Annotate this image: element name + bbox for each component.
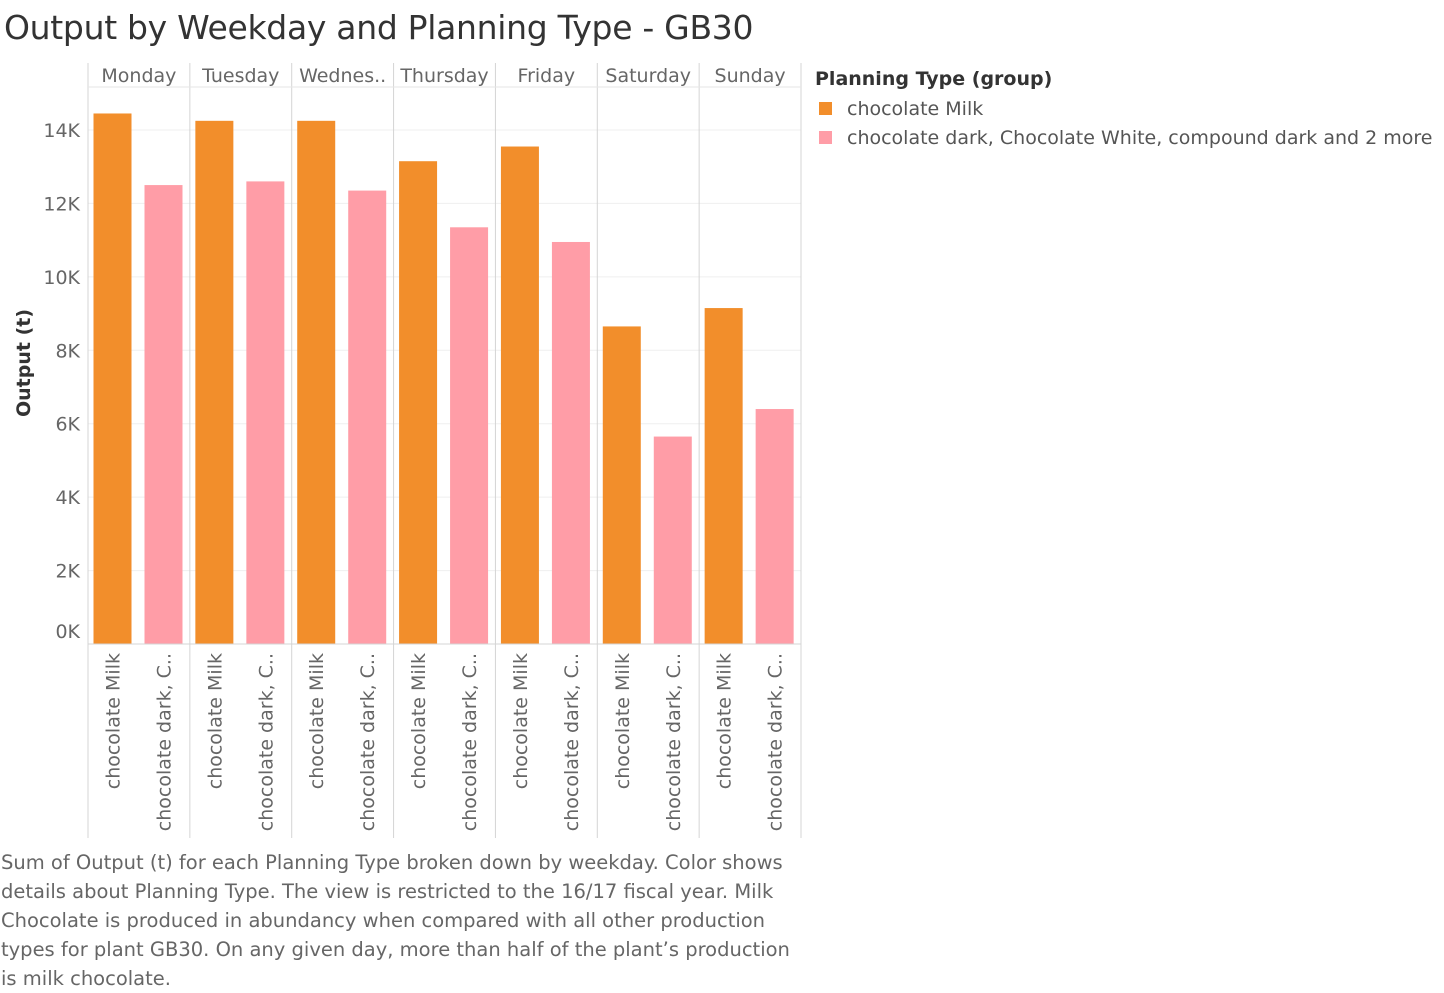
y-tick-label: 10K (43, 267, 80, 289)
x-tick-label: chocolate dark, C.. (561, 653, 583, 831)
x-tick-label: chocolate Milk (204, 653, 226, 789)
x-tick-label: chocolate dark, C.. (357, 653, 379, 831)
bar-friday-other (551, 241, 590, 644)
bar-saturday-milk (602, 326, 641, 644)
x-tick-label: chocolate Milk (103, 653, 125, 789)
bar-saturday-other (653, 436, 692, 644)
x-tick-label: chocolate dark, C.. (459, 653, 481, 831)
y-tick-label: 2K (55, 561, 80, 583)
x-tick-label: chocolate Milk (408, 653, 430, 789)
bar-sunday-milk (704, 308, 743, 644)
legend-swatch-milk (819, 102, 832, 115)
group-header: Friday (518, 65, 576, 87)
x-tick-label: chocolate Milk (510, 653, 532, 789)
bar-wednes-other (348, 190, 387, 645)
group-header: Sunday (715, 65, 786, 87)
group-header: Monday (101, 65, 176, 87)
bar-monday-other (144, 185, 183, 645)
x-tick-label: chocolate dark, C.. (154, 653, 176, 831)
group-header: Thursday (399, 65, 488, 87)
y-tick-label: 14K (43, 120, 80, 142)
x-tick-label: chocolate dark, C.. (663, 653, 685, 831)
bar-tuesday-other (246, 181, 285, 644)
bar-wednes-milk (297, 120, 336, 645)
bar-friday-milk (500, 146, 539, 644)
y-tick-label: 0K (55, 621, 80, 643)
group-header: Tuesday (201, 65, 279, 87)
y-tick-label: 6K (55, 414, 80, 436)
y-axis-label: Output (t) (13, 309, 35, 417)
group-header: Saturday (605, 65, 691, 87)
group-header: Wednes.. (299, 65, 386, 87)
y-tick-label: 4K (55, 487, 80, 509)
legend-swatch-other (819, 131, 832, 144)
bar-thursday-milk (399, 161, 438, 644)
legend: Planning Type (group) chocolate Milk cho… (815, 68, 1432, 152)
x-tick-label: chocolate Milk (306, 653, 328, 789)
bar-sunday-other (755, 409, 794, 644)
bar-tuesday-milk (195, 120, 234, 645)
x-tick-label: chocolate dark, C.. (765, 653, 787, 831)
y-tick-label: 8K (55, 340, 80, 362)
bar-monday-milk (93, 113, 132, 644)
y-tick-label: 12K (43, 193, 80, 215)
x-tick-label: chocolate Milk (612, 653, 634, 789)
legend-item-milk[interactable]: chocolate Milk (815, 94, 1432, 123)
legend-label-other: chocolate dark, Chocolate White, compoun… (847, 126, 1433, 149)
legend-title: Planning Type (group) (815, 68, 1053, 90)
chart-title: Output by Weekday and Planning Type - GB… (4, 8, 754, 47)
x-tick-label: chocolate dark, C.. (255, 653, 277, 831)
x-tick-label: chocolate Milk (714, 653, 736, 789)
legend-item-other[interactable]: chocolate dark, Chocolate White, compoun… (815, 123, 1432, 152)
chart-caption: Sum of Output (t) for each Planning Type… (1, 851, 790, 990)
legend-label-milk: chocolate Milk (847, 97, 984, 120)
bar-thursday-other (450, 227, 489, 645)
